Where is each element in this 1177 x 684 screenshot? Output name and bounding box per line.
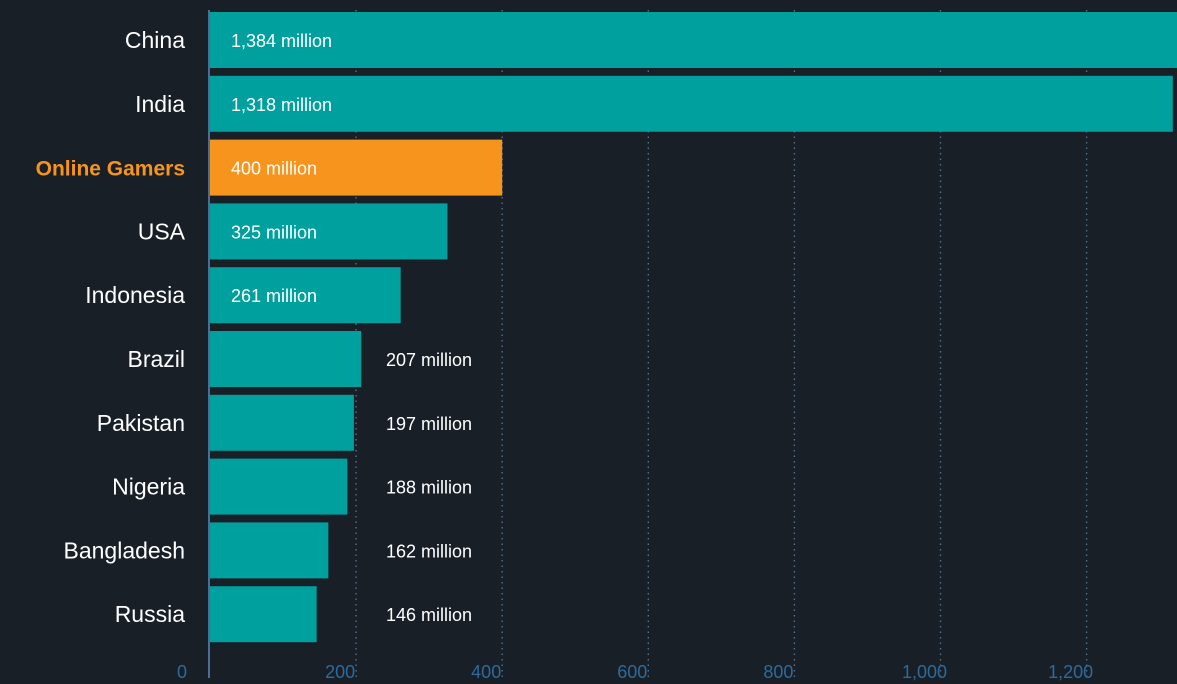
x-tick-label: 600 [617, 662, 647, 682]
bar-brazil [210, 331, 362, 387]
bar-online-gamers [210, 139, 503, 196]
category-label: Nigeria [112, 474, 185, 500]
category-labels: China India Online Gamers USA Indonesia Brazi… [36, 27, 186, 627]
x-tick-label: 800 [763, 662, 793, 682]
value-labels: 1,384 million 1,318 million 400 million 325… [231, 31, 472, 625]
value-label: 1,318 million [231, 95, 332, 115]
x-tick-label: 1,200 [1048, 662, 1093, 682]
bar-nigeria [210, 458, 348, 515]
category-label: Pakistan [97, 410, 185, 436]
category-label: Brazil [127, 346, 185, 372]
value-label: 261 million [231, 286, 317, 306]
category-label: India [135, 91, 185, 117]
value-label: 197 million [386, 414, 472, 434]
bar-usa [210, 203, 448, 260]
bar-russia [210, 586, 317, 643]
value-label: 162 million [386, 541, 472, 561]
x-axis-tick-labels: 0 200 400 600 800 1,000 1,200 [177, 662, 1093, 682]
category-label: Bangladesh [64, 537, 186, 563]
value-label: 1,384 million [231, 31, 332, 51]
bar-china [210, 12, 1177, 68]
value-label: 146 million [386, 605, 472, 625]
bar-pakistan [210, 394, 354, 451]
x-tick-label: 400 [471, 662, 501, 682]
category-label: Indonesia [85, 282, 185, 308]
value-label: 400 million [231, 159, 317, 179]
value-label: 188 million [386, 478, 472, 498]
x-tick-label: 200 [325, 662, 355, 682]
bar-indonesia [210, 267, 401, 324]
category-label: Russia [115, 601, 186, 627]
x-tick-label: 0 [177, 662, 187, 682]
category-label: Online Gamers [36, 158, 185, 181]
bars [210, 12, 1177, 643]
value-label: 207 million [386, 350, 472, 370]
bar-bangladesh [210, 522, 329, 579]
bar-india [210, 75, 1173, 132]
x-tick-label: 1,000 [902, 662, 947, 682]
category-label: China [125, 27, 185, 53]
value-label: 325 million [231, 222, 317, 242]
category-label: USA [138, 218, 186, 244]
